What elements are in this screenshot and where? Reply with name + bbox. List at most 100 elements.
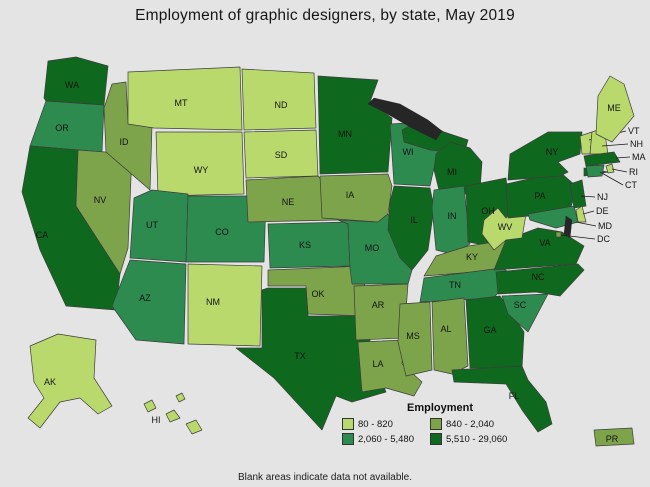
state-label-nc: NC xyxy=(532,272,545,282)
state-label-wi: WI xyxy=(403,147,414,157)
leader-line-de xyxy=(582,210,595,215)
state-nj xyxy=(569,179,587,209)
legend-item-bin-2: 2,060 - 5,480 xyxy=(342,433,428,445)
state-label-nm: NM xyxy=(206,297,220,307)
state-tx xyxy=(235,287,387,431)
state-label-sc: SC xyxy=(514,300,527,310)
state-ct xyxy=(585,164,605,178)
footnote: Blank areas indicate data not available. xyxy=(237,472,412,483)
state-label-oh: OH xyxy=(481,206,495,216)
state-label-mt: MT xyxy=(175,98,188,108)
leader-line-nh xyxy=(601,143,629,147)
legend-label-0: 80 - 820 xyxy=(358,418,393,430)
state-ms xyxy=(397,301,433,377)
state-ut xyxy=(129,189,189,263)
state-hi xyxy=(143,399,157,413)
lake-superior xyxy=(367,97,443,141)
state-nm xyxy=(187,263,263,347)
state-label-mi: MI xyxy=(447,167,457,177)
state-ny xyxy=(507,131,583,181)
state-label-in: IN xyxy=(448,211,457,221)
state-al xyxy=(431,297,469,375)
state-label-ct: CT xyxy=(625,180,637,190)
state-fl xyxy=(451,365,553,433)
leader-line-md xyxy=(575,221,597,227)
state-label-ia: IA xyxy=(346,190,355,200)
legend-label-1: 840 - 2,040 xyxy=(446,418,495,430)
state-label-vt: VT xyxy=(628,126,640,136)
state-label-nv: NV xyxy=(94,195,107,205)
legend-label-3: 5,510 - 29,060 xyxy=(446,433,508,445)
state-label-ky: KY xyxy=(466,252,478,262)
legend-item-bin-0: 80 - 820 xyxy=(342,418,428,430)
state-label-la: LA xyxy=(372,359,383,369)
state-wy xyxy=(155,131,245,197)
state-label-al: AL xyxy=(440,324,451,334)
state-label-ny: NY xyxy=(546,147,559,157)
state-label-hi: HI xyxy=(152,415,161,425)
state-me xyxy=(595,75,635,143)
state-label-id: ID xyxy=(120,137,130,147)
leader-line-ri xyxy=(611,168,628,173)
legend-label-2: 2,060 - 5,480 xyxy=(358,433,414,445)
state-label-wa: WA xyxy=(65,80,79,90)
state-label-sd: SD xyxy=(275,150,288,160)
state-hi xyxy=(185,419,203,435)
legend-swatch-0 xyxy=(342,418,354,430)
state-il xyxy=(387,185,435,271)
state-nd xyxy=(241,68,317,131)
state-dc xyxy=(555,231,562,238)
state-label-va: VA xyxy=(539,238,550,248)
state-label-co: CO xyxy=(215,227,229,237)
state-ak xyxy=(27,333,113,429)
state-label-nj: NJ xyxy=(597,192,608,202)
chart-title: Employment of graphic designers, by stat… xyxy=(135,7,515,24)
legend-swatch-1 xyxy=(430,418,442,430)
state-label-ri: RI xyxy=(629,167,638,177)
state-label-nd: ND xyxy=(275,100,288,110)
state-co xyxy=(185,195,267,263)
state-label-ar: AR xyxy=(372,300,385,310)
state-sc xyxy=(501,293,549,333)
state-label-ks: KS xyxy=(299,240,311,250)
state-label-nh: NH xyxy=(630,139,643,149)
state-label-or: OR xyxy=(55,123,69,133)
legend-grid: 80 - 820 840 - 2,040 2,060 - 5,480 5,510… xyxy=(342,418,538,445)
state-nc xyxy=(495,263,585,297)
legend-item-bin-3: 5,510 - 29,060 xyxy=(430,433,538,445)
state-hi xyxy=(175,392,186,403)
state-label-az: AZ xyxy=(139,293,151,303)
chesapeake-bay xyxy=(563,215,573,239)
state-label-ne: NE xyxy=(282,197,295,207)
state-az xyxy=(111,259,187,345)
legend-swatch-2 xyxy=(342,433,354,445)
state-label-wy: WY xyxy=(194,165,209,175)
legend-item-bin-1: 840 - 2,040 xyxy=(430,418,538,430)
leader-line-ma xyxy=(615,156,631,159)
state-label-ma: MA xyxy=(632,152,646,162)
state-pr xyxy=(593,427,635,447)
state-label-md: MD xyxy=(598,221,612,231)
state-ri xyxy=(605,163,615,174)
state-label-ut: UT xyxy=(146,220,158,230)
state-label-tn: TN xyxy=(449,280,461,290)
state-label-il: IL xyxy=(410,215,418,225)
state-label-pa: PA xyxy=(534,191,545,201)
state-label-mo: MO xyxy=(365,243,380,253)
state-mt xyxy=(127,66,243,131)
state-label-fl: FL xyxy=(509,391,520,401)
state-label-ak: AK xyxy=(44,377,56,387)
legend-swatch-3 xyxy=(430,433,442,445)
state-label-mn: MN xyxy=(338,129,352,139)
state-hi xyxy=(165,409,181,423)
state-label-de: DE xyxy=(596,206,609,216)
state-label-dc: DC xyxy=(597,234,610,244)
state-label-tx: TX xyxy=(294,351,306,361)
state-label-me: ME xyxy=(607,103,621,113)
state-label-wv: WV xyxy=(498,222,513,232)
state-ma xyxy=(583,151,621,167)
legend: Employment 80 - 820 840 - 2,040 2,060 - … xyxy=(342,402,538,445)
leader-line-ct xyxy=(599,171,624,186)
